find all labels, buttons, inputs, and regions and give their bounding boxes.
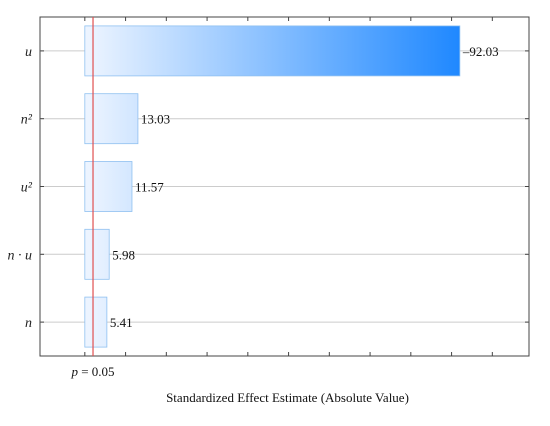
value-label: 11.57 bbox=[135, 180, 164, 195]
bar bbox=[84, 25, 461, 77]
value-labels: –92.03 13.03 11.57 5.98 5.41 bbox=[110, 44, 499, 330]
bar bbox=[84, 161, 133, 212]
value-label: 5.98 bbox=[112, 247, 135, 262]
category-label: n · u bbox=[8, 248, 33, 263]
bar bbox=[84, 93, 139, 145]
axis-ticks bbox=[40, 17, 529, 356]
category-label: u bbox=[25, 45, 32, 60]
significance-label-value: = 0.05 bbox=[78, 364, 115, 379]
value-label: 5.41 bbox=[110, 315, 133, 330]
bar bbox=[84, 228, 110, 280]
x-axis-title: Standardized Effect Estimate (Absolute V… bbox=[166, 390, 409, 405]
value-label: 13.03 bbox=[141, 112, 170, 127]
bar bbox=[84, 296, 108, 348]
category-label: n² bbox=[21, 113, 33, 128]
category-label: u² bbox=[21, 181, 33, 196]
bars bbox=[84, 25, 461, 348]
significance-label: p = 0.05 bbox=[70, 364, 114, 379]
value-label: –92.03 bbox=[462, 44, 499, 59]
category-labels: u n² u² n · u n bbox=[8, 45, 33, 331]
significance-label-p: p bbox=[70, 364, 78, 379]
category-label: n bbox=[25, 316, 32, 331]
